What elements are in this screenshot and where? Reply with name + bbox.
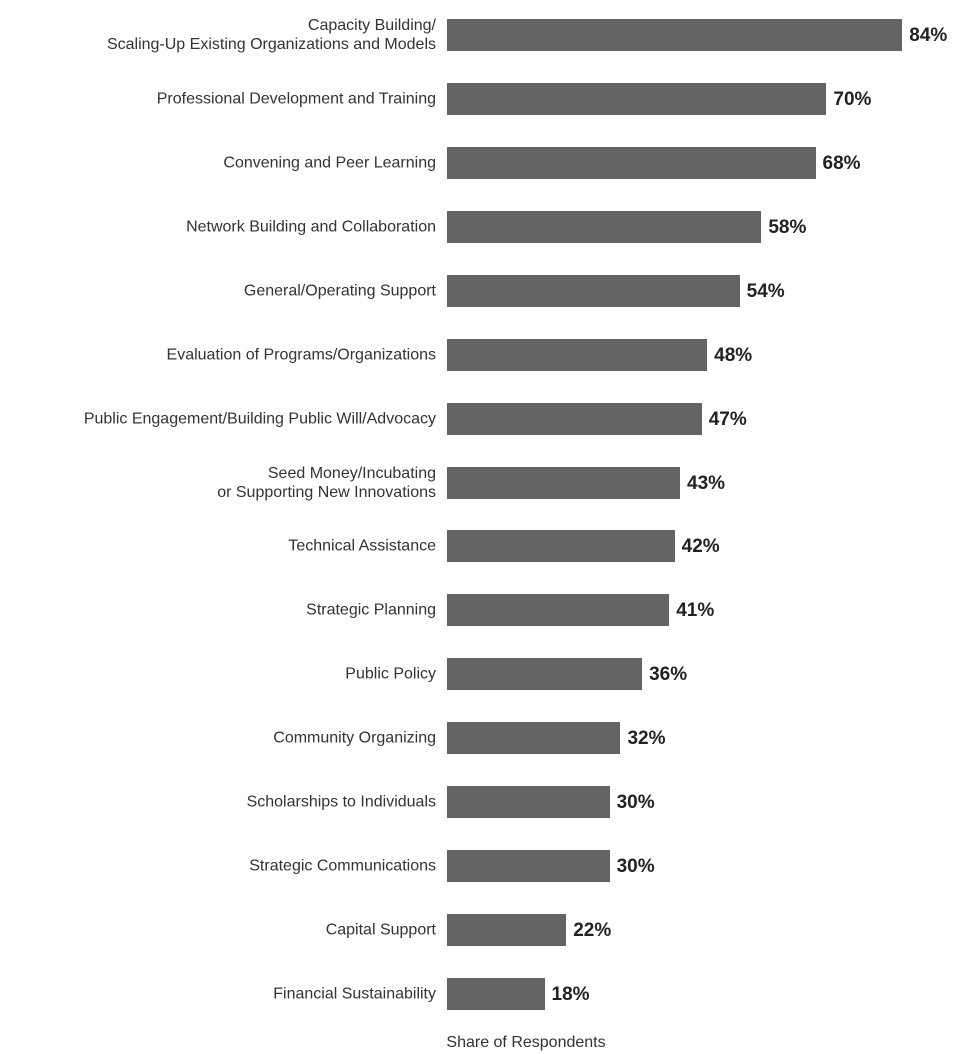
bar (447, 850, 610, 883)
category-label: Public Engagement/Building Public Will/A… (83, 410, 436, 428)
value-label: 32% (627, 728, 666, 750)
value-label: 41% (676, 600, 715, 622)
value-label: 84% (909, 25, 948, 46)
bar (447, 402, 702, 435)
value-label: 58% (768, 216, 807, 238)
bar (447, 786, 610, 819)
value-label: 47% (708, 408, 747, 430)
bar (447, 658, 643, 691)
category-label: Technical Assistance (288, 537, 436, 555)
x-axis-label: Share of Respondents (446, 1034, 606, 1051)
value-label: 22% (573, 920, 612, 942)
category-label: Evaluation of Programs/Organizations (166, 346, 436, 364)
value-label: 42% (681, 536, 720, 558)
category-label: Seed Money/Incubating or Supporting New … (217, 464, 436, 501)
category-label: Capital Support (325, 921, 436, 939)
value-label: 18% (551, 983, 590, 1005)
bar (447, 466, 681, 499)
bar (447, 722, 621, 755)
category-label: Convening and Peer Learning (223, 154, 436, 172)
bar (447, 594, 670, 627)
category-label: Public Policy (345, 665, 436, 683)
bar (447, 19, 903, 51)
category-label: Financial Sustainability (273, 985, 436, 1003)
value-label: 30% (616, 792, 655, 814)
value-label: 70% (833, 88, 872, 110)
bar (447, 210, 762, 243)
category-label: General/Operating Support (243, 282, 436, 300)
category-label: Strategic Planning (306, 601, 436, 619)
bar (447, 530, 675, 563)
value-label: 68% (822, 152, 861, 174)
category-label: Community Organizing (273, 729, 436, 747)
value-label: 30% (616, 856, 655, 878)
bar (447, 338, 708, 371)
value-label: 54% (746, 280, 785, 302)
category-label: Scholarships to Individuals (246, 793, 436, 811)
value-label: 36% (649, 664, 688, 686)
bar (447, 82, 827, 115)
category-label: Strategic Communications (249, 857, 436, 875)
value-label: 43% (687, 472, 726, 494)
category-label: Capacity Building/ Scaling-Up Existing O… (106, 17, 436, 53)
category-label: Network Building and Collaboration (186, 218, 436, 236)
bar (447, 914, 567, 947)
category-label: Professional Development and Training (156, 90, 436, 108)
bar (447, 146, 816, 179)
bar (447, 977, 545, 1010)
bar (447, 274, 740, 307)
value-label: 48% (714, 344, 753, 366)
